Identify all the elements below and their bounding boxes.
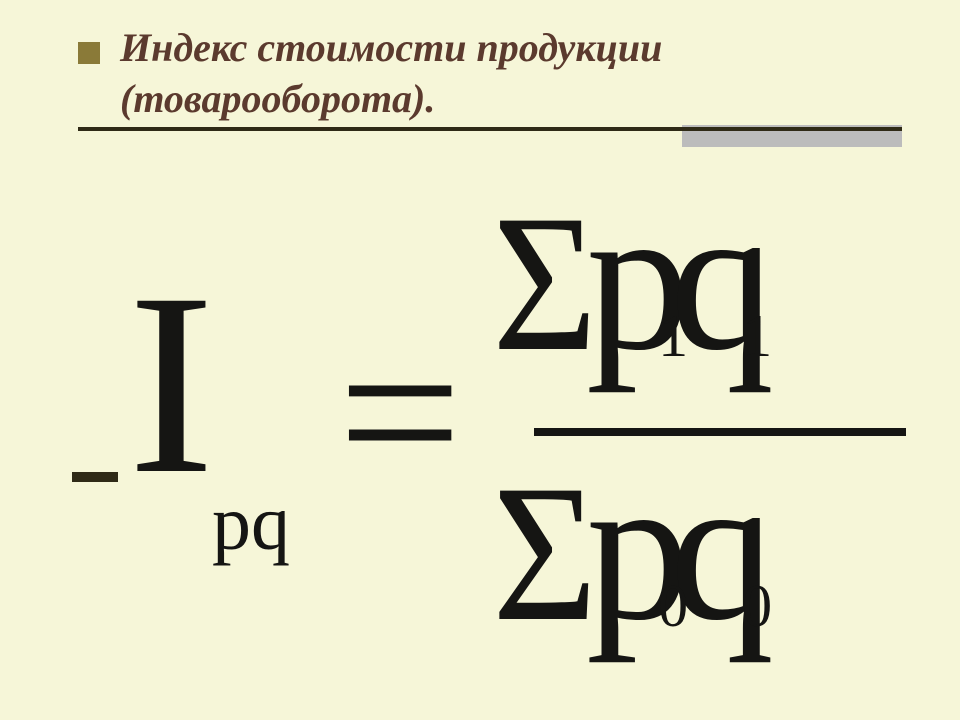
sigma-icon: Σ xyxy=(492,456,591,652)
symbol-equals: = xyxy=(338,302,462,522)
title-line-1: Индекс стоимости продукции xyxy=(120,25,662,70)
numerator: Σ p 1 q 1 xyxy=(488,174,772,382)
numerator-q-sub: 1 xyxy=(742,306,772,366)
title-text: Индекс стоимости продукции (товарооборот… xyxy=(120,22,882,124)
denominator: Σ p 0 q 0 xyxy=(488,444,772,652)
sigma-icon: Σ xyxy=(492,186,591,382)
slide-title: Индекс стоимости продукции (товарооборот… xyxy=(78,22,882,124)
left-accent-bar xyxy=(72,472,118,482)
denominator-q-sub: 0 xyxy=(742,576,772,636)
numerator-p-sub: 1 xyxy=(658,306,688,366)
subscript-pq: pq xyxy=(212,484,290,562)
title-rule xyxy=(78,127,902,131)
symbol-I: I xyxy=(128,254,215,514)
title-bullet-icon xyxy=(78,42,100,64)
formula: I pq = Σ p 1 q 1 Σ p 0 q 0 xyxy=(128,168,898,688)
denominator-p-sub: 0 xyxy=(658,576,688,636)
title-line-2: (товарооборота). xyxy=(120,76,435,121)
